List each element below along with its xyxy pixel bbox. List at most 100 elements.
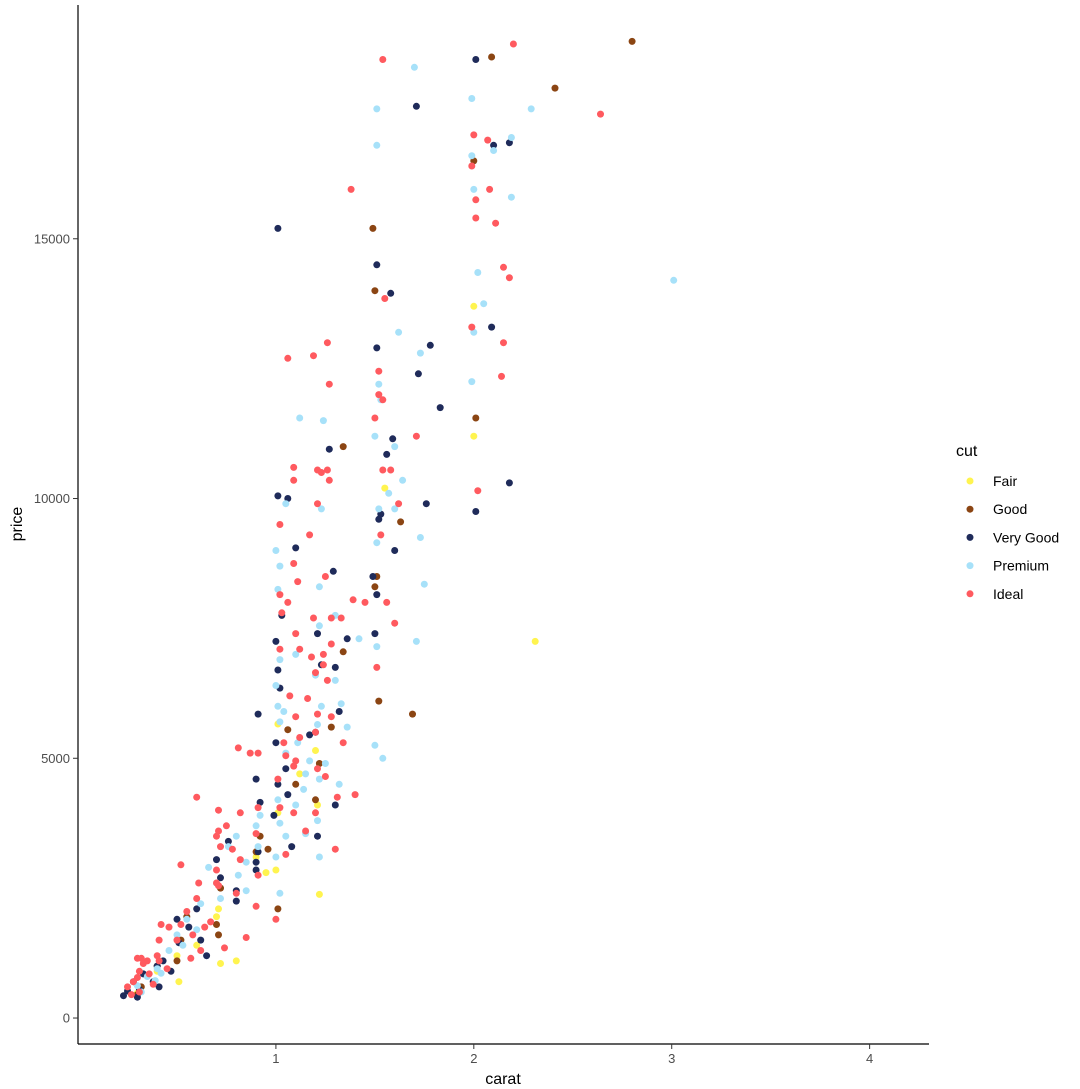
data-point <box>213 913 220 921</box>
data-point <box>276 804 284 812</box>
data-point <box>308 653 315 661</box>
data-point <box>371 287 379 295</box>
data-point <box>329 567 337 575</box>
series-premium <box>133 63 678 996</box>
data-point <box>507 134 515 141</box>
data-point <box>379 56 387 63</box>
data-point <box>416 349 424 357</box>
data-point <box>215 882 222 890</box>
data-point <box>282 765 290 773</box>
legend-key <box>966 505 974 513</box>
data-point <box>321 573 329 580</box>
data-point <box>335 780 343 788</box>
data-point <box>242 858 250 866</box>
data-point <box>321 760 329 767</box>
data-point <box>373 643 381 651</box>
data-point <box>468 378 476 386</box>
data-point <box>377 531 385 539</box>
data-point <box>262 869 270 877</box>
data-point <box>270 811 278 819</box>
data-point <box>468 323 476 331</box>
data-point <box>468 162 476 170</box>
data-point <box>292 801 300 809</box>
data-point <box>242 887 250 895</box>
data-point <box>276 819 284 827</box>
data-point <box>195 879 203 887</box>
data-point <box>375 391 383 399</box>
data-point <box>323 339 331 347</box>
data-point <box>373 344 381 352</box>
data-point <box>193 905 201 913</box>
data-point <box>296 770 304 778</box>
data-point <box>319 650 327 658</box>
data-point <box>242 934 250 941</box>
data-point <box>155 936 163 944</box>
data-point <box>296 734 304 741</box>
data-point <box>197 900 205 908</box>
data-point <box>597 110 604 118</box>
data-point <box>173 931 181 939</box>
data-point <box>551 84 559 92</box>
data-point <box>375 380 383 388</box>
data-point <box>375 697 383 705</box>
data-point <box>347 185 355 193</box>
data-point <box>355 635 363 643</box>
data-point <box>319 661 327 669</box>
data-point <box>391 619 399 627</box>
data-point <box>314 832 321 840</box>
data-point <box>505 274 513 282</box>
legend-label: Ideal <box>993 586 1023 602</box>
data-point <box>399 476 407 484</box>
data-point <box>282 500 290 508</box>
data-point <box>391 443 399 451</box>
data-point <box>343 723 351 731</box>
data-point <box>317 702 325 710</box>
data-point <box>310 614 317 622</box>
data-point <box>323 466 331 474</box>
data-point <box>312 669 319 677</box>
data-point <box>422 500 430 508</box>
data-point <box>228 845 236 853</box>
data-point <box>165 923 173 931</box>
data-point <box>280 708 288 715</box>
data-point <box>272 682 280 689</box>
data-point <box>276 656 284 664</box>
data-point <box>310 352 317 360</box>
data-point <box>373 663 381 671</box>
data-point <box>213 921 220 928</box>
data-point <box>391 547 399 554</box>
data-point <box>317 505 325 513</box>
data-point <box>331 663 339 671</box>
data-point <box>470 131 478 139</box>
data-point <box>306 531 314 539</box>
data-point <box>272 866 280 874</box>
legend-item-good: Good <box>966 501 1027 517</box>
data-point <box>157 969 165 977</box>
data-point <box>252 822 260 830</box>
data-point <box>183 908 191 915</box>
data-point <box>474 269 482 276</box>
data-point <box>278 609 286 617</box>
data-point <box>296 645 304 653</box>
data-point <box>274 702 282 710</box>
data-point <box>274 775 282 783</box>
data-point <box>369 224 377 232</box>
series-fair <box>133 302 539 997</box>
data-point <box>327 713 335 721</box>
data-point <box>290 560 298 567</box>
data-point <box>319 417 327 425</box>
data-point <box>221 944 228 952</box>
data-point <box>302 770 310 778</box>
data-point <box>135 967 143 975</box>
data-point <box>254 804 262 812</box>
series-very-good <box>120 56 513 1001</box>
data-point <box>670 276 678 284</box>
y-tick-label: 15000 <box>34 231 70 246</box>
legend-item-premium: Premium <box>966 558 1049 574</box>
data-point <box>284 791 292 799</box>
data-point <box>331 676 339 684</box>
data-point <box>215 931 222 939</box>
y-tick-label: 5000 <box>41 751 70 766</box>
data-point <box>302 827 310 835</box>
data-point <box>155 957 163 965</box>
